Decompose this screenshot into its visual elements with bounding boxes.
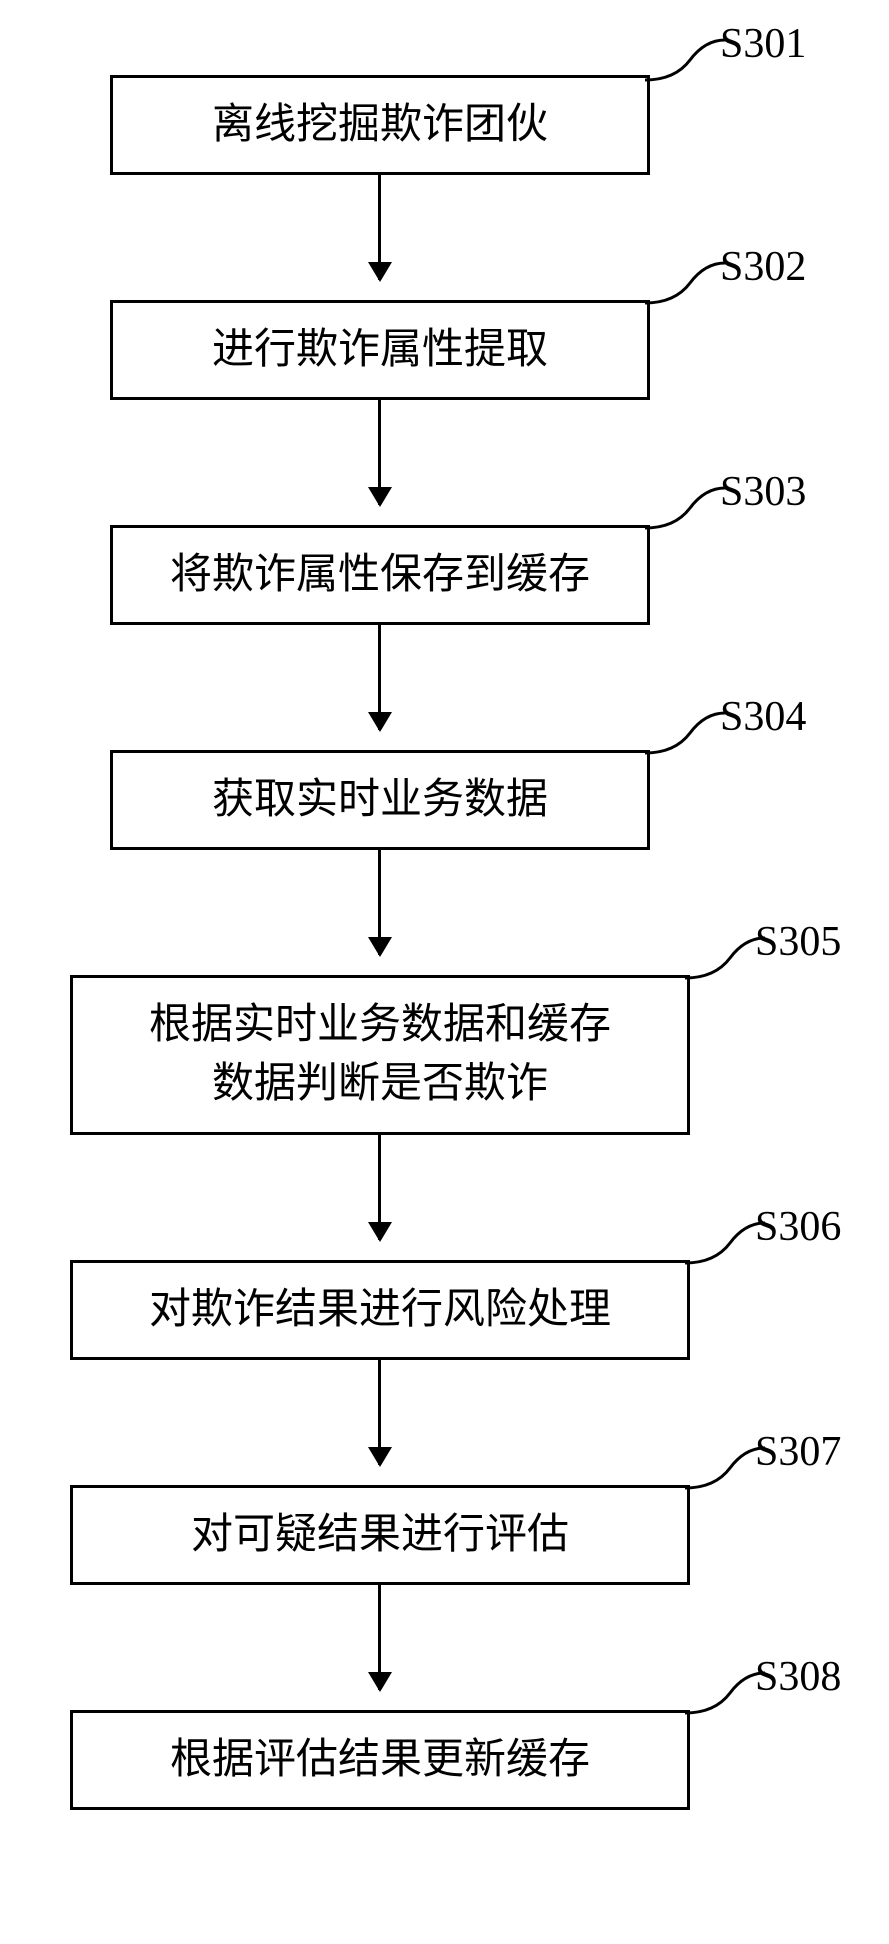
label-curve [640, 35, 730, 95]
step-label-s302: S302 [720, 243, 806, 291]
step-label-s305: S305 [755, 918, 841, 966]
label-curve [640, 483, 730, 543]
step-text: 将欺诈属性保存到缓存 [170, 546, 590, 605]
step-box-s306: 对欺诈结果进行风险处理 [70, 1260, 690, 1360]
step-box-s303: 将欺诈属性保存到缓存 [110, 525, 650, 625]
label-curve [640, 708, 730, 768]
step-box-s307: 对可疑结果进行评估 [70, 1485, 690, 1585]
step-text: 进行欺诈属性提取 [212, 321, 548, 380]
step-text: 获取实时业务数据 [212, 771, 548, 830]
arrow [378, 625, 381, 730]
step-text: 对欺诈结果进行风险处理 [149, 1281, 611, 1340]
arrow [378, 1135, 381, 1240]
arrow [378, 1360, 381, 1465]
step-label-s304: S304 [720, 693, 806, 741]
arrow [378, 400, 381, 505]
step-text: 根据实时业务数据和缓存 数据判断是否欺诈 [149, 996, 611, 1114]
step-box-s301: 离线挖掘欺诈团伙 [110, 75, 650, 175]
step-text: 根据评估结果更新缓存 [170, 1731, 590, 1790]
step-label-s301: S301 [720, 20, 806, 68]
label-curve [640, 258, 730, 318]
step-box-s304: 获取实时业务数据 [110, 750, 650, 850]
arrow [378, 1585, 381, 1690]
step-box-s305: 根据实时业务数据和缓存 数据判断是否欺诈 [70, 975, 690, 1135]
step-label-s307: S307 [755, 1428, 841, 1476]
step-text: 对可疑结果进行评估 [191, 1506, 569, 1565]
step-text: 离线挖掘欺诈团伙 [212, 96, 548, 155]
step-label-s308: S308 [755, 1653, 841, 1701]
step-label-s306: S306 [755, 1203, 841, 1251]
flowchart-container: 离线挖掘欺诈团伙 S301 进行欺诈属性提取 S302 将欺诈属性保存到缓存 S… [0, 0, 889, 1944]
step-box-s302: 进行欺诈属性提取 [110, 300, 650, 400]
arrow [378, 850, 381, 955]
arrow [378, 175, 381, 280]
step-box-s308: 根据评估结果更新缓存 [70, 1710, 690, 1810]
step-label-s303: S303 [720, 468, 806, 516]
